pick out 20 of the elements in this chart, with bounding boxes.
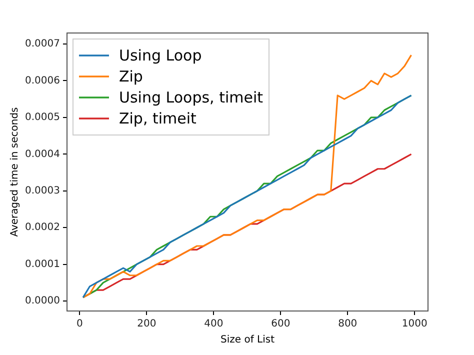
x-tick-label: 600 [271, 318, 290, 330]
y-tick-label: 0.0004 [24, 148, 60, 160]
legend-label: Using Loop [118, 46, 202, 64]
x-tick-label: 800 [338, 318, 358, 330]
x-axis-title: Size of List [220, 334, 275, 346]
y-tick-label: 0.0006 [24, 75, 60, 86]
y-tick-label: 0.0007 [24, 38, 60, 50]
y-tick-label: 0.0002 [24, 222, 60, 234]
y-tick-label: 0.0005 [24, 112, 60, 124]
x-tick-label: 0 [76, 318, 83, 330]
x-tick-label: 200 [137, 318, 156, 330]
x-tick-label: 400 [204, 318, 224, 330]
y-tick-label: 0.0003 [24, 186, 60, 197]
legend-label: Zip [118, 67, 143, 86]
legend-label: Using Loops, timeit [118, 88, 264, 106]
x-tick-label: 1000 [402, 318, 428, 330]
y-tick-label: 0.0000 [24, 296, 60, 307]
y-axis-title: Averaged time in seconds [10, 107, 21, 237]
legend-label: Zip, timeit [118, 109, 197, 128]
y-tick-label: 0.0001 [24, 258, 60, 270]
